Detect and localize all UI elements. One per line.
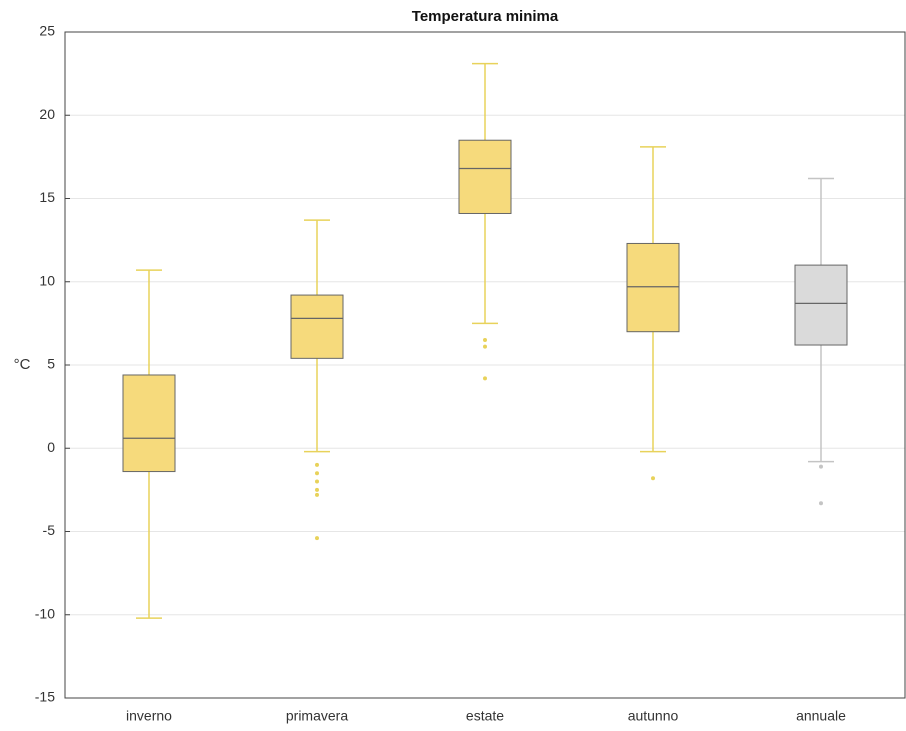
outlier xyxy=(315,536,319,541)
y-tick-label: 0 xyxy=(47,439,55,455)
outlier xyxy=(483,376,487,381)
y-tick-label: 10 xyxy=(39,272,55,288)
outlier xyxy=(819,464,823,469)
x-tick-label: autunno xyxy=(628,708,679,724)
x-tick-label: estate xyxy=(466,708,504,724)
outlier xyxy=(483,338,487,343)
y-tick-label: 20 xyxy=(39,106,55,122)
outlier xyxy=(315,492,319,497)
outlier xyxy=(651,476,655,481)
plot-frame xyxy=(64,31,906,699)
y-tick-label: -10 xyxy=(35,605,55,621)
outlier xyxy=(315,471,319,476)
x-tick-label: inverno xyxy=(126,708,172,724)
box xyxy=(122,374,176,473)
outlier xyxy=(315,479,319,484)
box xyxy=(626,242,680,333)
box xyxy=(794,264,848,346)
y-tick-label: 25 xyxy=(39,23,55,39)
y-tick-label: 5 xyxy=(47,356,55,372)
y-tick-label: 15 xyxy=(39,189,55,205)
x-tick-label: annuale xyxy=(796,708,846,724)
chart-title: Temperatura minima xyxy=(412,8,559,25)
y-tick-label: -15 xyxy=(35,689,55,705)
outlier xyxy=(819,501,823,506)
box xyxy=(458,139,512,214)
outlier xyxy=(315,487,319,492)
y-tick-label: -5 xyxy=(43,522,56,538)
y-axis-label: °C xyxy=(14,356,31,373)
x-tick-label: primavera xyxy=(286,708,348,724)
box xyxy=(290,294,344,359)
outlier xyxy=(315,462,319,467)
outlier xyxy=(483,344,487,349)
